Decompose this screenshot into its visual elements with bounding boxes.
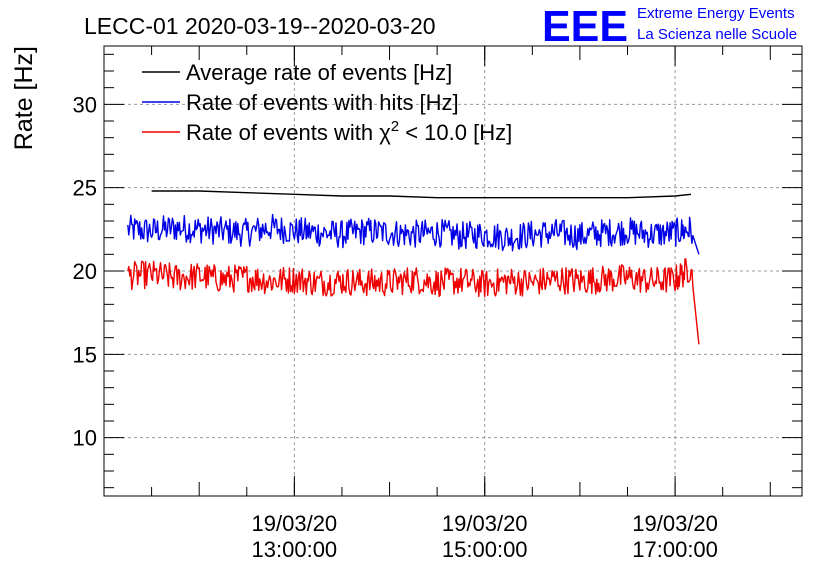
series-line-1 bbox=[151, 190, 692, 199]
x-tick-label-date: 19/03/20 bbox=[442, 511, 528, 536]
series-layer bbox=[127, 190, 700, 345]
logo-mark: EEE bbox=[542, 2, 628, 51]
legend-label-3: Rate of events with χ2 < 10.0 [Hz] bbox=[186, 118, 512, 145]
series-line-2 bbox=[127, 213, 700, 255]
y-axis-label: Rate [Hz] bbox=[10, 46, 38, 150]
x-tick-label-time: 17:00:00 bbox=[632, 537, 718, 562]
x-tick-label-date: 19/03/20 bbox=[632, 511, 718, 536]
legend-label-2: Rate of events with hits [Hz] bbox=[186, 90, 459, 115]
logo-line2: La Scienza nelle Scuole bbox=[637, 26, 797, 43]
y-tick-label: 15 bbox=[73, 342, 97, 367]
legend: Average rate of events [Hz] Rate of event… bbox=[142, 60, 512, 145]
y-tick-label: 20 bbox=[73, 259, 97, 284]
y-tick-label: 30 bbox=[73, 92, 97, 117]
x-tick-label-date: 19/03/20 bbox=[252, 511, 338, 536]
x-tick-label-time: 15:00:00 bbox=[442, 537, 528, 562]
x-tick-label-time: 13:00:00 bbox=[252, 537, 338, 562]
tick-labels: 101520253019/03/2013:00:0019/03/2015:00:… bbox=[73, 92, 718, 562]
y-tick-label: 25 bbox=[73, 176, 97, 201]
series-line-3 bbox=[127, 258, 700, 345]
grid bbox=[104, 46, 802, 496]
ticks bbox=[104, 46, 802, 496]
logo-line1: Extreme Energy Events bbox=[637, 5, 795, 22]
eee-logo: EEE Extreme Energy Events La Scienza nel… bbox=[542, 2, 797, 51]
y-tick-label: 10 bbox=[73, 426, 97, 451]
legend-label-1: Average rate of events [Hz] bbox=[186, 60, 452, 85]
chart-title: LECC-01 2020-03-19--2020-03-20 bbox=[84, 13, 436, 39]
